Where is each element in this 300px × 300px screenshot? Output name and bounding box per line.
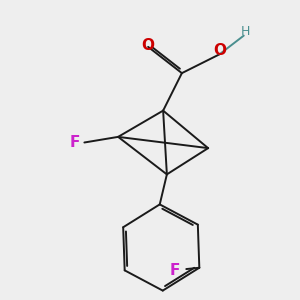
- Text: F: F: [170, 263, 180, 278]
- Text: H: H: [241, 26, 250, 38]
- Text: O: O: [142, 38, 154, 52]
- Text: O: O: [213, 43, 226, 58]
- Text: F: F: [70, 135, 80, 150]
